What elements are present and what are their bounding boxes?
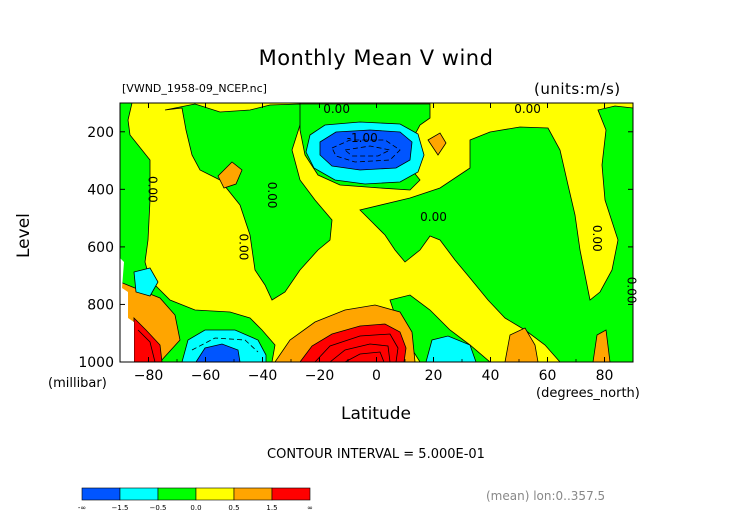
contour-label: 0.00	[146, 176, 160, 203]
contour-red-inner-2	[329, 343, 391, 362]
contour-fill-layer	[120, 103, 633, 362]
fill-orange-upper-mid	[427, 132, 447, 156]
fill-cyan-east	[425, 335, 477, 362]
contour-labels: 0.00 0.00 -1.00 0.00 0.00 0.00 0.00 0.00 0.00	[146, 102, 639, 303]
units-label: (units:m/s)	[534, 80, 621, 98]
contour-dashed-top	[331, 139, 401, 163]
colorbar-swatch	[271, 487, 311, 501]
contour-red-inner-3	[344, 351, 385, 362]
contour-red-inner-1	[314, 333, 399, 362]
contour-label: 0.00	[265, 182, 279, 209]
x-tick-label: 80	[596, 368, 614, 384]
colorbar-label: 1.5	[266, 504, 277, 512]
x-tick-label: 40	[482, 368, 500, 384]
missing-data-area	[120, 258, 134, 362]
source-file-label: [VWND_1958-09_NCEP.nc]	[122, 82, 267, 95]
colorbar-swatch	[81, 487, 121, 501]
contour-interval-text: CONTOUR INTERVAL = 5.000E-01	[267, 447, 485, 462]
colorbar-label: -∞	[78, 504, 86, 512]
contour-label: 0.00	[237, 234, 251, 261]
y-tick-label: 800	[87, 297, 114, 313]
fill-blue-south	[195, 343, 241, 362]
y-tick-label: 400	[87, 182, 114, 198]
fill-cyan-west	[133, 267, 159, 297]
fill-orange-east-bottom	[504, 327, 539, 362]
fill-green-mid	[164, 103, 333, 301]
colorbar-swatch	[233, 487, 273, 501]
fill-red-center	[299, 323, 407, 362]
contour-label: 0.00	[590, 225, 604, 252]
y-tick-label: 600	[87, 240, 114, 256]
colorbar-swatch	[157, 487, 197, 501]
contour-red-west-inner	[137, 329, 156, 362]
x-tick-label: −20	[305, 368, 335, 384]
x-tick-label: 60	[539, 368, 557, 384]
fill-orange-far-east	[592, 329, 611, 362]
contour-label: 0.00	[420, 210, 447, 224]
x-tick-label: −60	[191, 368, 221, 384]
x-axis-units: (degrees_north)	[536, 386, 640, 401]
colorbar-swatch	[195, 487, 235, 501]
colorbar-label: 0.0	[190, 504, 201, 512]
colorbar-swatch	[119, 487, 159, 501]
x-tick-label: 20	[425, 368, 443, 384]
y-axis-units: (millibar)	[48, 376, 107, 391]
x-axis-label: Latitude	[341, 404, 411, 424]
y-tick-label: 200	[87, 125, 114, 141]
contour-label: 0.00	[323, 102, 350, 116]
contour-label: 0.00	[624, 277, 638, 304]
contour-dashed-south	[191, 337, 259, 353]
x-tick-label: 0	[372, 368, 381, 384]
chart-title: Monthly Mean V wind	[258, 46, 494, 70]
x-tick-label: −80	[134, 368, 164, 384]
colorbar-label: 0.5	[228, 504, 239, 512]
colorbar-label: ∞	[307, 504, 313, 512]
y-tick-label: 1000	[78, 355, 114, 371]
x-tick-label: −40	[248, 368, 278, 384]
fill-green-east	[359, 105, 633, 362]
axis-ticks: −80 −60 −40 −20 0 20 40 60 80 200 400 600 800 1000	[78, 103, 634, 384]
contour-dashed-top-2	[344, 145, 392, 157]
averaging-footer: (mean) lon:0..357.5	[486, 489, 606, 503]
colorbar-label: −1.5	[112, 504, 129, 512]
colorbar-label: −0.5	[150, 504, 167, 512]
contour-label: -1.00	[347, 131, 378, 145]
contour-label: 0.00	[514, 102, 541, 116]
fill-blue-top	[319, 129, 413, 171]
fill-orange-upper-west	[217, 161, 243, 189]
